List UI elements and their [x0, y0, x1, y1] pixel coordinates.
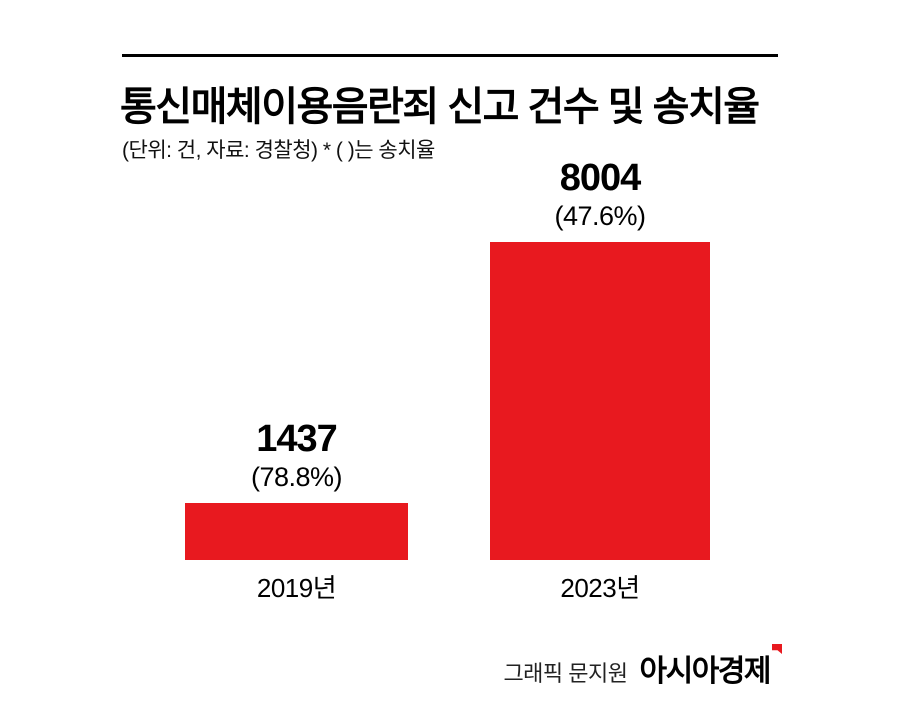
bar-rate-label-2023: (47.6%)	[554, 201, 646, 231]
bar-value-label-2019: 1437	[256, 418, 338, 461]
brand-logo: 아시아경제	[639, 644, 782, 690]
footer-credits: 그래픽 문지원 아시아경제	[503, 644, 782, 690]
bar-2023	[490, 242, 710, 560]
x-axis-label-2023: 2023년	[560, 573, 640, 603]
brand-logo-text: 아시아경제	[639, 655, 772, 688]
brand-flag-icon	[772, 644, 782, 654]
bar-value-label-2023: 8004	[559, 157, 642, 200]
bar-group-2019: 1437 (78.8%)	[185, 418, 408, 560]
bar-group-2023: 8004 (47.6%)	[490, 157, 710, 560]
bar-rate-label-2019: (78.8%)	[250, 462, 343, 492]
chart-subtitle: (단위: 건, 자료: 경찰청) * ( )는 송치율	[122, 139, 435, 162]
graphic-credit: 그래픽 문지원	[503, 661, 628, 686]
top-divider-rule	[122, 54, 778, 57]
chart-title: 통신매체이용음란죄 신고 건수 및 송치율	[120, 85, 760, 129]
x-axis-label-2019: 2019년	[256, 573, 337, 603]
bar-2019	[185, 503, 408, 560]
